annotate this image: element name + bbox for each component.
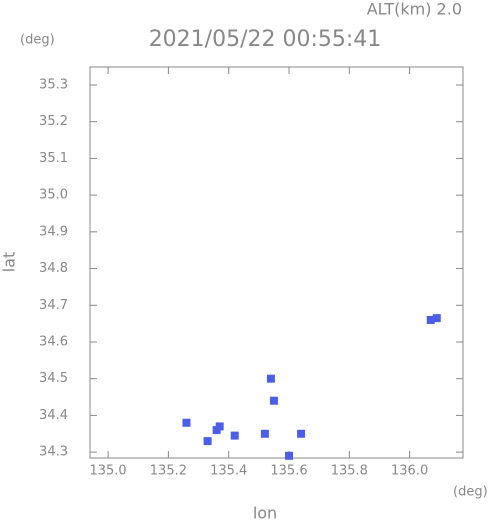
y-tick-label: 34.5 (39, 371, 68, 386)
y-axis-label: lat (0, 252, 19, 273)
echo-cell (182, 418, 191, 427)
echo-cell (297, 429, 306, 438)
y-tick-label: 34.8 (39, 261, 68, 276)
x-tick-label: 136.0 (391, 464, 428, 479)
y-tick-label: 34.3 (39, 445, 68, 460)
echo-cell (426, 315, 435, 324)
echo-cell (215, 422, 224, 431)
altitude-label: ALT(km) 2.0 (367, 0, 462, 19)
y-tick-label: 35.3 (39, 77, 68, 92)
echo-cell (203, 437, 212, 446)
echo-cell (285, 451, 294, 460)
x-tick-label: 135.6 (270, 464, 307, 479)
x-unit: (deg) (453, 485, 488, 500)
echo-cell (432, 314, 441, 323)
echo-cell (230, 431, 239, 440)
y-tick-label: 34.6 (39, 334, 68, 349)
y-tick-label: 34.4 (39, 408, 68, 423)
x-tick-label: 135.4 (210, 464, 247, 479)
x-axis-label: lon (253, 504, 277, 521)
echo-cell (260, 429, 269, 438)
echo-cell (269, 396, 278, 405)
y-tick-label: 34.9 (39, 224, 68, 239)
y-tick-label: 35.1 (39, 151, 68, 166)
x-tick-label: 135.2 (150, 464, 187, 479)
y-tick-label: 34.7 (39, 298, 68, 313)
y-tick-label: 35.0 (39, 188, 68, 203)
y-tick-label: 35.2 (39, 114, 68, 129)
x-tick-label: 135.0 (89, 464, 126, 479)
chart-title: 2021/05/22 00:55:41 (149, 27, 382, 52)
plot-frame (89, 66, 464, 459)
x-tick-label: 135.8 (331, 464, 368, 479)
echo-cell (266, 374, 275, 383)
y-unit: (deg) (20, 33, 55, 48)
